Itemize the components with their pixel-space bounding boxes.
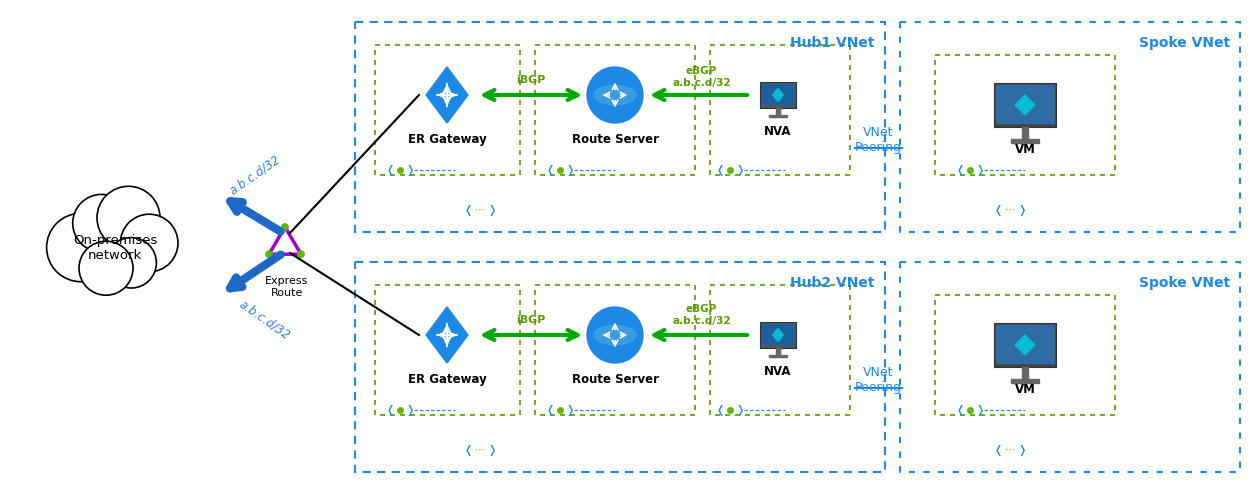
Bar bbox=[762, 324, 793, 344]
Text: eBGP
a.b.c.d/32: eBGP a.b.c.d/32 bbox=[672, 304, 730, 326]
Text: eBGP
a.b.c.d/32: eBGP a.b.c.d/32 bbox=[672, 66, 730, 88]
Text: a.b.c.d/32: a.b.c.d/32 bbox=[227, 153, 283, 197]
Text: On-premises
network: On-premises network bbox=[73, 234, 157, 262]
Text: iBGP: iBGP bbox=[516, 75, 546, 85]
Text: ❬: ❬ bbox=[955, 405, 965, 415]
Bar bbox=[375, 285, 520, 415]
Polygon shape bbox=[773, 328, 783, 341]
Text: NVA: NVA bbox=[764, 125, 792, 138]
Bar bbox=[710, 285, 850, 415]
Bar bbox=[935, 295, 1115, 415]
Circle shape bbox=[120, 214, 178, 272]
Text: ER Gateway: ER Gateway bbox=[407, 373, 486, 386]
Text: Spoke VNet: Spoke VNet bbox=[1139, 36, 1230, 50]
Text: ❬: ❬ bbox=[994, 445, 1002, 455]
Text: ❭: ❭ bbox=[405, 165, 415, 175]
Bar bbox=[769, 115, 787, 117]
Bar bbox=[762, 84, 793, 104]
Circle shape bbox=[46, 213, 115, 281]
Text: a.b.c.d/32: a.b.c.d/32 bbox=[237, 298, 293, 342]
Text: Hub1 VNet: Hub1 VNet bbox=[791, 36, 875, 50]
Text: ❬: ❬ bbox=[386, 405, 395, 415]
Circle shape bbox=[73, 194, 130, 252]
Text: ❭: ❭ bbox=[487, 205, 496, 216]
Text: NVA: NVA bbox=[764, 365, 792, 378]
Text: ⋯: ⋯ bbox=[1005, 205, 1015, 215]
Polygon shape bbox=[773, 89, 783, 102]
Circle shape bbox=[298, 251, 304, 258]
Text: ❬: ❬ bbox=[715, 165, 724, 175]
Text: ⋯: ⋯ bbox=[1005, 445, 1015, 455]
Polygon shape bbox=[426, 307, 469, 363]
Text: ❭: ❭ bbox=[975, 405, 985, 415]
Text: ❭: ❭ bbox=[565, 405, 575, 415]
Bar bbox=[355, 262, 885, 472]
Text: ❬: ❬ bbox=[545, 165, 555, 175]
Text: ❬: ❬ bbox=[464, 205, 472, 216]
Bar bbox=[535, 45, 695, 175]
Bar bbox=[994, 83, 1056, 128]
Circle shape bbox=[96, 187, 160, 249]
Text: ❭: ❭ bbox=[1017, 205, 1026, 216]
Bar bbox=[1022, 367, 1027, 378]
Text: Express
Route: Express Route bbox=[266, 276, 308, 298]
Circle shape bbox=[586, 67, 643, 123]
Bar bbox=[375, 45, 520, 175]
Text: ❭: ❭ bbox=[1017, 445, 1026, 455]
Circle shape bbox=[107, 238, 157, 288]
Bar bbox=[996, 325, 1054, 363]
Polygon shape bbox=[1015, 335, 1035, 355]
Circle shape bbox=[586, 307, 643, 363]
Text: Route Server: Route Server bbox=[571, 373, 659, 386]
Text: ❭: ❭ bbox=[405, 405, 415, 415]
Bar bbox=[900, 262, 1240, 472]
Polygon shape bbox=[1015, 95, 1035, 115]
Text: VNet
Peering: VNet Peering bbox=[855, 126, 901, 154]
Text: ❬: ❬ bbox=[464, 445, 472, 455]
Bar bbox=[776, 108, 781, 115]
Text: ⋯: ⋯ bbox=[475, 205, 485, 215]
Bar bbox=[776, 348, 781, 355]
Text: ❬: ❬ bbox=[545, 405, 555, 415]
Text: ⋯: ⋯ bbox=[475, 445, 485, 455]
Text: Hub2 VNet: Hub2 VNet bbox=[791, 276, 875, 290]
Bar bbox=[1022, 128, 1027, 139]
Text: ❬: ❬ bbox=[386, 165, 395, 175]
Bar bbox=[355, 22, 885, 232]
Bar bbox=[994, 322, 1056, 367]
Bar bbox=[1011, 378, 1039, 383]
Text: ❬: ❬ bbox=[715, 405, 724, 415]
Bar bbox=[769, 355, 787, 357]
Ellipse shape bbox=[594, 85, 637, 105]
Bar bbox=[900, 22, 1240, 232]
Ellipse shape bbox=[594, 325, 637, 345]
Text: ER Gateway: ER Gateway bbox=[407, 133, 486, 146]
Text: ❭: ❭ bbox=[736, 165, 744, 175]
Text: VNet
Peering: VNet Peering bbox=[855, 366, 901, 394]
Text: ❬: ❬ bbox=[994, 205, 1002, 216]
Text: iBGP: iBGP bbox=[516, 315, 546, 325]
Text: ❭: ❭ bbox=[975, 165, 985, 175]
Text: ❭: ❭ bbox=[565, 165, 575, 175]
Text: VM: VM bbox=[1015, 383, 1035, 396]
Bar bbox=[761, 82, 796, 108]
Circle shape bbox=[79, 241, 133, 295]
Bar bbox=[710, 45, 850, 175]
Text: ❭: ❭ bbox=[736, 405, 744, 415]
Polygon shape bbox=[426, 67, 469, 123]
Bar bbox=[996, 85, 1054, 123]
Bar bbox=[935, 55, 1115, 175]
Circle shape bbox=[282, 224, 288, 230]
Circle shape bbox=[266, 251, 272, 258]
Bar bbox=[535, 285, 695, 415]
Bar bbox=[761, 322, 796, 348]
Text: ❬: ❬ bbox=[955, 165, 965, 175]
Text: Spoke VNet: Spoke VNet bbox=[1139, 276, 1230, 290]
Bar bbox=[1011, 139, 1039, 143]
Text: ❭: ❭ bbox=[487, 445, 496, 455]
Text: VM: VM bbox=[1015, 143, 1035, 156]
Text: Route Server: Route Server bbox=[571, 133, 659, 146]
